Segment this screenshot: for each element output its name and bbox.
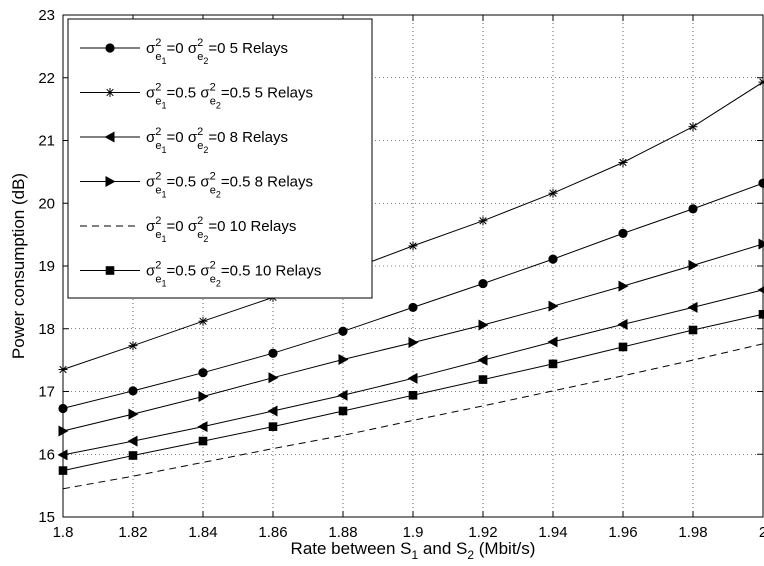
legend-label: σ2 e1=0.5 σ2 e2=0.5 10 Relays xyxy=(146,260,321,289)
legend-label: σ2 e1=0.5 σ2 e2=0.5 5 Relays xyxy=(146,82,313,111)
data-point xyxy=(128,341,138,351)
data-point xyxy=(407,372,418,384)
data-point xyxy=(268,372,279,384)
ticks: 1.8 1.82 1.84 1.86 1.88 1.9 1.92 1.94 1.96 1.98 21… xyxy=(38,7,764,541)
x-tick-label: 1.96 xyxy=(608,524,637,541)
legend-box xyxy=(67,18,373,299)
legend-marker xyxy=(105,88,115,97)
data-point xyxy=(478,216,488,226)
data-point xyxy=(338,353,349,365)
legend-label: σ2 e1=0 σ2 e2=0 8 Relays xyxy=(146,126,288,155)
data-point xyxy=(338,406,348,416)
x-tick-label: 1.98 xyxy=(678,524,707,541)
y-tick-label: 18 xyxy=(38,321,55,338)
data-point xyxy=(337,389,348,401)
legend-entry-5: σ2 e1=0 σ2 e2=0 10 Relays xyxy=(80,215,296,244)
data-point xyxy=(477,354,488,366)
data-point xyxy=(338,326,348,336)
x-tick-label: 1.9 xyxy=(403,524,424,541)
series-3 xyxy=(57,286,764,461)
data-point xyxy=(198,316,208,326)
data-point xyxy=(548,188,558,198)
data-point xyxy=(758,310,764,319)
data-point xyxy=(268,422,278,431)
x-axis-label: Rate between S1 and S2 (Mbit/s) xyxy=(291,539,536,562)
data-point xyxy=(408,302,418,313)
x-tick-label: 1.88 xyxy=(328,524,357,541)
data-point xyxy=(128,408,139,420)
y-tick-label: 21 xyxy=(38,133,55,150)
data-point xyxy=(618,228,628,238)
data-point xyxy=(198,368,208,378)
data-point xyxy=(267,405,278,417)
data-point xyxy=(268,348,278,358)
data-point xyxy=(617,318,628,330)
y-tick-label: 22 xyxy=(38,70,55,87)
series-4 xyxy=(58,238,764,437)
data-point xyxy=(478,278,488,289)
data-point xyxy=(548,300,559,312)
x-tick-label: 1.8 xyxy=(53,524,74,541)
data-point xyxy=(478,319,489,331)
legend-entry-4: σ2 e1=0.5 σ2 e2=0.5 8 Relays xyxy=(80,171,313,200)
data-point xyxy=(618,157,628,167)
data-point xyxy=(688,259,699,271)
data-point xyxy=(688,204,698,214)
data-point xyxy=(618,280,629,292)
y-tick-label: 16 xyxy=(38,446,55,463)
y-axis-label: Power consumption (dB) xyxy=(9,173,28,359)
legend-marker xyxy=(105,266,115,275)
y-tick-label: 20 xyxy=(38,195,55,212)
data-point xyxy=(618,342,628,352)
data-point xyxy=(548,254,558,264)
legend-entry-6: σ2 e1=0.5 σ2 e2=0.5 10 Relays xyxy=(80,260,321,289)
y-tick-label: 15 xyxy=(38,509,55,526)
data-point xyxy=(198,436,208,446)
x-tick-label: 1.82 xyxy=(118,524,147,541)
data-point xyxy=(128,451,138,460)
legend-entry-2: σ2 e1=0.5 σ2 e2=0.5 5 Relays xyxy=(80,82,313,111)
data-point xyxy=(688,122,698,132)
x-tick-label: 1.84 xyxy=(188,524,217,541)
x-tick-label: 2 xyxy=(759,524,764,541)
x-tick-label: 1.92 xyxy=(468,524,497,541)
legend-marker xyxy=(105,43,115,53)
legend-marker xyxy=(104,131,115,143)
y-tick-label: 17 xyxy=(38,384,55,401)
legend-label: σ2 e1=0 σ2 e2=0 5 Relays xyxy=(146,37,288,66)
data-point xyxy=(408,337,419,349)
x-tick-label: 1.94 xyxy=(538,524,567,541)
legend-entry-1: σ2 e1=0 σ2 e2=0 5 Relays xyxy=(80,37,288,66)
data-point xyxy=(408,390,418,400)
legend-entry-3: σ2 e1=0 σ2 e2=0 8 Relays xyxy=(80,126,288,155)
legend: σ2 e1=0 σ2 e2=0 5 Relays σ2 e1=0.5 σ2 e2=0.5 … xyxy=(67,18,373,299)
data-point xyxy=(757,286,764,294)
data-point xyxy=(478,375,488,384)
data-point xyxy=(688,325,698,335)
x-tick-label: 1.86 xyxy=(258,524,287,541)
data-point xyxy=(687,301,698,313)
data-point xyxy=(408,241,418,251)
data-point xyxy=(128,386,138,396)
y-tick-label: 19 xyxy=(38,258,55,275)
legend-label: σ2 e1=0 σ2 e2=0 10 Relays xyxy=(146,215,296,244)
series-layer xyxy=(57,77,764,490)
legend-label: σ2 e1=0.5 σ2 e2=0.5 8 Relays xyxy=(146,171,313,200)
data-point xyxy=(547,336,558,348)
data-point xyxy=(197,421,208,433)
data-point xyxy=(127,435,138,447)
data-point xyxy=(548,359,558,369)
legend-marker xyxy=(105,176,116,187)
data-point xyxy=(198,391,209,403)
y-tick-label: 23 xyxy=(38,7,55,24)
